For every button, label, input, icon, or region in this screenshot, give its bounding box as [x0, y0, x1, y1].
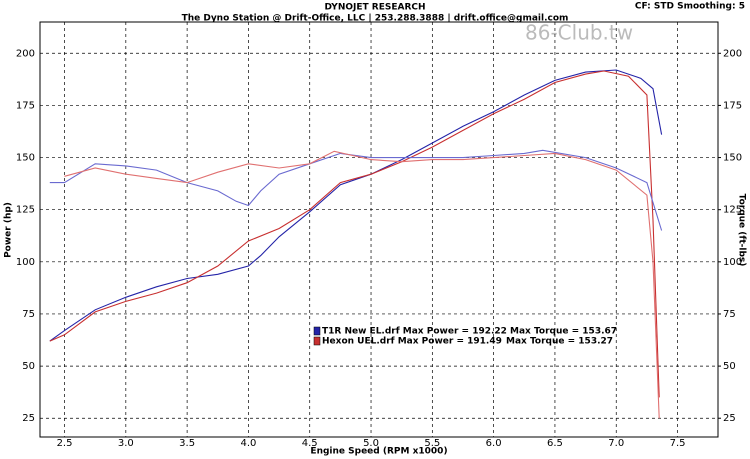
- x-tick-label: 6.0: [486, 438, 502, 449]
- legend-label: Hexon UEL.drf Max Power = 191.49: [322, 337, 502, 347]
- x-tick-label: 3.0: [118, 438, 134, 449]
- x-tick-label: 6.5: [547, 438, 563, 449]
- x-tick-label: 7.0: [608, 438, 624, 449]
- series-line: [64, 150, 660, 419]
- y2-tick-label: 25: [723, 413, 736, 424]
- y2-tick-label: 175: [723, 100, 742, 111]
- series-line: [49, 149, 663, 231]
- y-tick-label: 25: [22, 413, 35, 424]
- series-line: [49, 69, 663, 342]
- chart-subtitle: The Dyno Station @ Drift-Office, LLC | 2…: [182, 14, 569, 24]
- settings: CF: STD Smoothing: 5: [635, 2, 745, 12]
- y2-tick-label: 50: [723, 361, 736, 372]
- y2-tick-label: 125: [723, 205, 742, 216]
- y-axis-label: Power (hp): [4, 202, 14, 258]
- x-tick-label: 5.0: [363, 438, 379, 449]
- y2-tick-label: 200: [723, 48, 742, 59]
- x-tick-label: 4.0: [240, 438, 256, 449]
- legend-torque: Max Torque = 153.67: [510, 327, 617, 337]
- x-tick-label: 3.5: [179, 438, 195, 449]
- y-tick-label: 150: [16, 153, 35, 164]
- legend-label: T1R New EL.drf Max Power = 192.22: [322, 327, 507, 337]
- x-tick-label: 7.5: [670, 438, 686, 449]
- plot-frame: [39, 21, 719, 438]
- legend-swatch: [313, 326, 321, 336]
- y-tick-label: 75: [22, 309, 35, 320]
- x-axis-label: Engine Speed (RPM x1000): [310, 447, 447, 457]
- chart-title: DYNOJET RESEARCH: [324, 3, 425, 13]
- y2-axis-label: Torque (ft-lbs): [737, 194, 747, 267]
- legend-torque: Max Torque = 153.27: [506, 337, 613, 347]
- y2-tick-label: 150: [723, 153, 742, 164]
- x-tick-label: 2.5: [57, 438, 73, 449]
- y-tick-label: 125: [16, 205, 35, 216]
- y2-tick-label: 100: [723, 257, 742, 268]
- series-line: [49, 70, 660, 398]
- watermark: 86-Club.tw: [525, 21, 633, 45]
- x-tick-label: 4.5: [302, 438, 318, 449]
- legend-swatch: [313, 336, 321, 346]
- y-tick-label: 175: [16, 100, 35, 111]
- y-tick-label: 200: [16, 48, 35, 59]
- y-tick-label: 100: [16, 257, 35, 268]
- y2-tick-label: 75: [723, 309, 736, 320]
- x-tick-label: 5.5: [424, 438, 440, 449]
- y-tick-label: 50: [22, 361, 35, 372]
